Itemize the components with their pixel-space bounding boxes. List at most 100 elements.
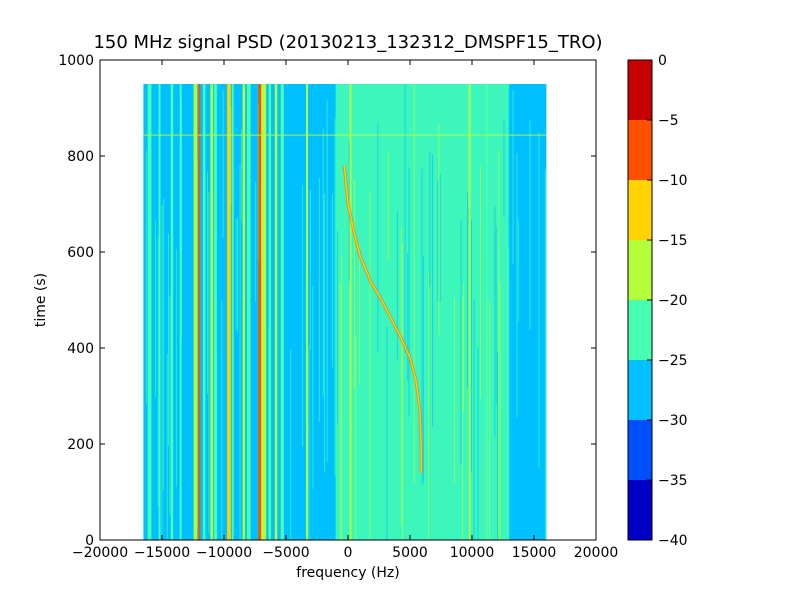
psd-band (210, 84, 213, 540)
colorbar-tick-label: −40 (658, 533, 688, 549)
colorbar-tick-label: −10 (658, 173, 688, 189)
doppler-trace (343, 165, 422, 473)
y-tick-label: 400 (67, 341, 94, 357)
psd-speckle (255, 182, 257, 302)
psd-speckle (222, 90, 224, 239)
psd-speckle (421, 168, 423, 485)
psd-speckle (463, 283, 465, 413)
psd-band (202, 84, 206, 540)
psd-speckle (497, 351, 498, 540)
psd-speckle (396, 210, 398, 359)
colorbar-segment (628, 120, 652, 180)
psd-speckle (499, 281, 501, 540)
psd-speckle (400, 226, 402, 526)
psd-band (227, 84, 231, 540)
psd-speckle (495, 226, 497, 405)
psd-speckle (230, 106, 232, 206)
psd-speckle (308, 346, 310, 540)
psd-speckle (239, 165, 241, 540)
psd-speckle (494, 206, 496, 437)
psd-speckle (237, 217, 238, 333)
psd-speckle (407, 253, 409, 381)
psd-speckle (438, 124, 440, 336)
psd-speckle (377, 122, 379, 352)
psd-speckle (432, 154, 433, 427)
x-axis-label: frequency (Hz) (296, 565, 399, 581)
psd-speckle (208, 191, 210, 534)
y-tick-label: 800 (67, 149, 94, 165)
psd-band (231, 84, 234, 540)
chart-title: 150 MHz signal PSD (20130213_132312_DMSP… (93, 32, 602, 53)
psd-speckle (404, 84, 406, 353)
psd-speckle (355, 335, 357, 540)
psd-band (158, 84, 161, 540)
psd-band (193, 84, 198, 540)
colorbar-segment (628, 180, 652, 240)
psd-band (258, 84, 262, 540)
psd-band (274, 84, 278, 540)
colorbar-segment (628, 480, 652, 540)
psd-speckle (312, 286, 314, 489)
psd-speckle (168, 233, 169, 446)
psd-speckle (318, 178, 320, 422)
psd-speckle (175, 249, 177, 487)
psd-line-horizontal (143, 134, 547, 136)
psd-speckle (503, 120, 505, 217)
colorbar: −40 −35 −30 −25 −20 −15 −10 −5 0 (627, 53, 688, 549)
x-tick-label: 0 (344, 545, 353, 561)
colorbar-segment (628, 420, 652, 480)
y-tick-label: 600 (67, 245, 94, 261)
plot-area: −20000 −15000 −10000 −5000 0 5000 10000 15000 20… (58, 53, 618, 561)
psd-speckle (408, 167, 410, 417)
psd-speckle (334, 118, 336, 476)
psd-speckle (429, 151, 431, 287)
x-tick-label: −10000 (196, 545, 252, 561)
psd-speckle (538, 132, 540, 470)
psd-speckle (517, 219, 519, 322)
psd-speckle (221, 301, 223, 540)
heatmap (143, 84, 547, 541)
psd-speckle (477, 348, 479, 540)
colorbar-tick-label: −25 (658, 353, 688, 369)
psd-band (468, 84, 471, 540)
psd-speckle (422, 256, 424, 483)
psd-band (170, 84, 174, 540)
psd-band (268, 84, 272, 540)
psd-speckle (512, 90, 514, 265)
x-tick-label: −20000 (72, 545, 128, 561)
psd-band (261, 84, 267, 540)
psd-band (179, 84, 182, 540)
colorbar-tick-label: 0 (658, 53, 667, 69)
psd-speckle (235, 219, 237, 330)
x-tick-label: −5000 (262, 545, 309, 561)
psd-speckle (428, 270, 429, 540)
psd-speckle (240, 129, 242, 221)
y-tick-label: 0 (85, 533, 94, 549)
psd-speckle (545, 169, 546, 540)
psd-speckle (207, 172, 208, 395)
psd-speckle (413, 84, 415, 484)
colorbar-segment (628, 360, 652, 420)
x-axis: −20000 −15000 −10000 −5000 0 5000 10000 15000 20… (72, 60, 618, 561)
y-tick-label: 1000 (58, 53, 94, 69)
psd-speckle (461, 297, 463, 540)
psd-speckle (354, 180, 355, 389)
psd-speckle (324, 194, 325, 472)
psd-speckle (302, 185, 303, 447)
psd-speckle (473, 299, 475, 540)
psd-band (280, 84, 284, 540)
x-tick-label: 10000 (450, 545, 495, 561)
psd-speckle (386, 327, 388, 540)
psd-speckle (454, 297, 455, 483)
colorbar-tick-label: −5 (658, 113, 679, 129)
psd-speckle (460, 219, 462, 464)
psd-speckle (529, 119, 531, 330)
psd-speckle (439, 173, 441, 303)
psd-speckle (359, 244, 361, 384)
psd-speckle (322, 128, 324, 397)
psd-band (485, 84, 488, 540)
psd-speckle (155, 220, 156, 398)
psd-speckle (331, 194, 333, 368)
colorbar-tick-label: −30 (658, 413, 688, 429)
